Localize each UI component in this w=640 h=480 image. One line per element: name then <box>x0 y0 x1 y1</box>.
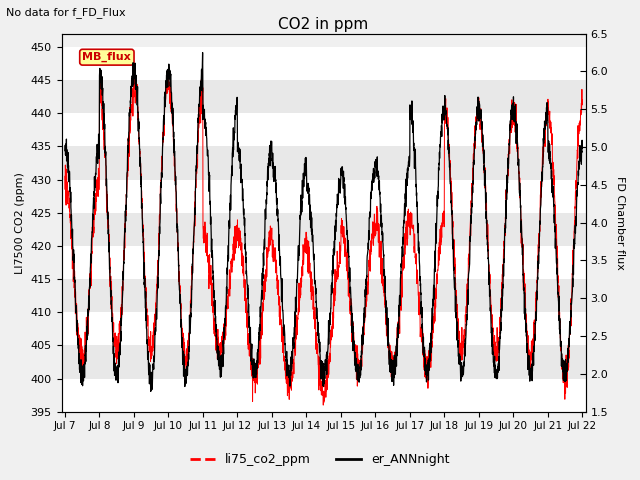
er_ANNnight <box>450 264 458 270</box>
Bar <box>61 113 586 146</box>
Text: MB_flux: MB_flux <box>83 52 131 62</box>
er_ANNnight <box>422 367 430 372</box>
li75_co2_ppm <box>422 376 430 382</box>
Legend: li75_co2_ppm, er_ANNnight: li75_co2_ppm, er_ANNnight <box>186 448 454 471</box>
Line: li75_co2_ppm: li75_co2_ppm <box>65 65 582 405</box>
li75_co2_ppm <box>422 372 430 378</box>
Bar <box>61 246 586 279</box>
Bar <box>61 47 586 80</box>
Line: er_ANNnight: er_ANNnight <box>65 52 582 391</box>
li75_co2_ppm <box>131 62 139 68</box>
Y-axis label: FD Chamber flux: FD Chamber flux <box>615 176 625 270</box>
li75_co2_ppm <box>450 240 458 246</box>
er_ANNnight <box>61 148 69 154</box>
er_ANNnight <box>389 371 397 377</box>
er_ANNnight <box>199 49 207 55</box>
Bar <box>61 279 586 312</box>
Title: CO2 in ppm: CO2 in ppm <box>278 17 369 33</box>
li75_co2_ppm <box>225 285 233 290</box>
er_ANNnight <box>422 366 430 372</box>
Text: No data for f_FD_Flux: No data for f_FD_Flux <box>6 7 126 18</box>
li75_co2_ppm <box>389 365 397 371</box>
li75_co2_ppm <box>319 402 327 408</box>
Bar <box>61 345 586 379</box>
li75_co2_ppm <box>61 173 69 179</box>
Bar <box>61 80 586 113</box>
li75_co2_ppm <box>488 312 496 317</box>
Bar <box>61 146 586 180</box>
Bar <box>61 213 586 246</box>
li75_co2_ppm <box>579 97 586 103</box>
er_ANNnight <box>579 145 586 151</box>
Y-axis label: LI7500 CO2 (ppm): LI7500 CO2 (ppm) <box>15 172 25 274</box>
er_ANNnight <box>488 344 496 349</box>
Bar <box>61 180 586 213</box>
er_ANNnight <box>147 388 154 394</box>
Bar <box>61 312 586 345</box>
Bar <box>61 379 586 412</box>
er_ANNnight <box>225 217 233 223</box>
